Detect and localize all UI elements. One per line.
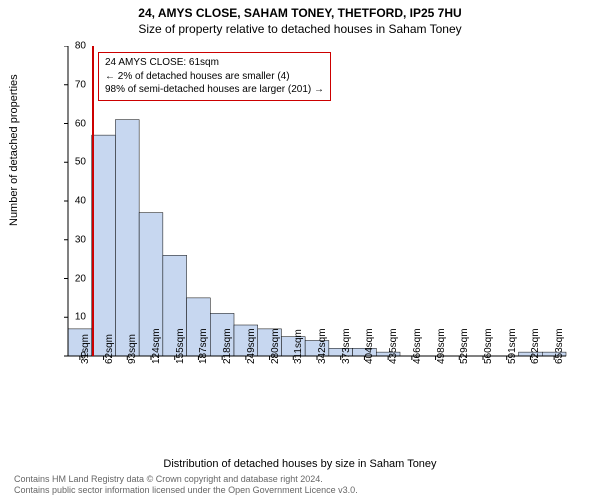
histogram-bar xyxy=(92,135,116,356)
y-tick-label: 10 xyxy=(56,312,86,323)
y-tick-label: 40 xyxy=(56,196,86,207)
histogram-bar xyxy=(115,120,139,356)
footer-attribution: Contains HM Land Registry data © Crown c… xyxy=(14,474,358,497)
annotation-line: 24 AMYS CLOSE: 61sqm xyxy=(105,56,324,70)
y-tick-label: 50 xyxy=(56,157,86,168)
y-tick-label: 30 xyxy=(56,234,86,245)
y-tick-label: 60 xyxy=(56,118,86,129)
chart-title-line2: Size of property relative to detached ho… xyxy=(0,22,600,36)
x-axis-label: Distribution of detached houses by size … xyxy=(0,458,600,470)
y-tick-label: 70 xyxy=(56,79,86,90)
y-tick-label: 20 xyxy=(56,273,86,284)
y-tick-label: 80 xyxy=(56,41,86,52)
marker-line xyxy=(92,46,94,356)
chart-title-line1: 24, AMYS CLOSE, SAHAM TONEY, THETFORD, I… xyxy=(0,6,600,20)
y-axis-label: Number of detached properties xyxy=(8,74,20,226)
annotation-line: 98% of semi-detached houses are larger (… xyxy=(105,83,324,97)
annotation-box: 24 AMYS CLOSE: 61sqm ← 2% of detached ho… xyxy=(98,52,331,101)
footer-line: Contains HM Land Registry data © Crown c… xyxy=(14,474,358,485)
annotation-line: ← 2% of detached houses are smaller (4) xyxy=(105,70,324,84)
footer-line: Contains public sector information licen… xyxy=(14,485,358,496)
chart-title-block: 24, AMYS CLOSE, SAHAM TONEY, THETFORD, I… xyxy=(0,0,600,36)
